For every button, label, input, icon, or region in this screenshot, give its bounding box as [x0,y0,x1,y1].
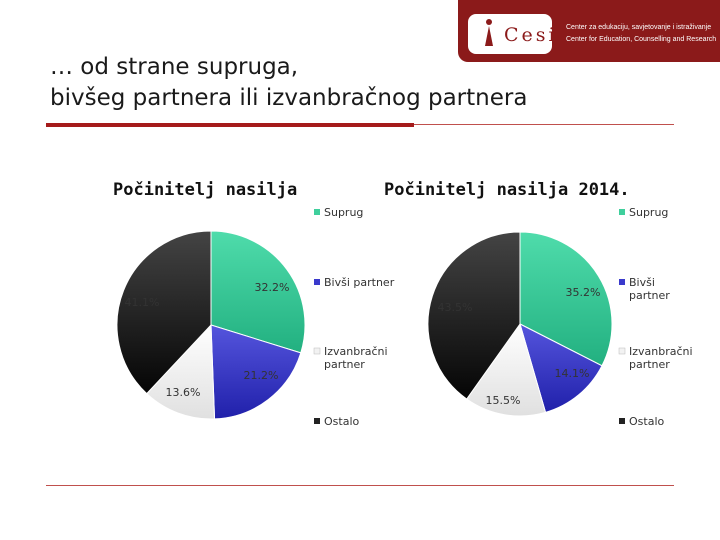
logo-caption-line-1: Center za edukaciju, savjetovanje i istr… [566,24,712,31]
chart-1-slice-bivsi-partner [210,324,302,420]
chart-1-value-label-suprug: 32.2% [255,281,290,294]
chart-1-slice-suprug [210,230,306,354]
chart-2-value-label-izvanbracni-partner: 15.5% [486,394,521,407]
chart-2-title: Počinitelj nasilja 2014. [384,180,630,200]
chart-2-legend-label-ostalo: Ostalo [629,415,664,428]
chart-2-legend-marker-bivsi-partner [619,279,625,285]
chart-2-value-label-ostalo: 43.5% [438,301,473,314]
chart-2-legend-marker-izvanbracni-partner [618,347,626,355]
chart-2-value-label-suprug: 35.2% [566,286,601,299]
chart-1-legend-marker-bivsi-partner [314,279,320,285]
chart-1-legend-label-suprug: Suprug [324,206,363,219]
chart-2-legend-label-bivsi-partner: Bivši partner [629,276,670,302]
chart-2-slice-izvanbracni-partner [466,322,547,417]
title-divider-accent [46,123,414,127]
logo-wordmark: Cesi [504,24,558,46]
chart-1-legend-label-izvanbracni-partner: Izvanbračni partner [324,345,388,371]
chart-1-slice-ostalo [116,230,212,395]
woman-figure-icon [485,19,493,46]
chart-2-value-label-bivsi-partner: 14.1% [555,367,590,380]
chart-1-value-label-izvanbracni-partner: 13.6% [166,386,201,399]
chart-2-legend-label-izvanbracni-partner: Izvanbračni partner [629,345,693,371]
chart-1-value-label-ostalo: 41.1% [125,296,160,309]
footer-divider [46,485,674,486]
chart-1-legend-label-ostalo: Ostalo [324,415,359,428]
chart-2-slice-suprug [519,231,613,367]
logo-caption-line-2: Center for Education, Counselling and Re… [566,36,717,43]
page-title: … od strane supruga, bivšeg partnera ili… [50,52,527,114]
chart-2-slice-ostalo [427,231,521,400]
chart-2-legend-marker-ostalo [619,418,625,424]
chart-2-legend-marker-suprug [619,209,625,215]
chart-1-title: Počinitelj nasilja [113,180,298,200]
page-title-line-2: bivšeg partnera ili izvanbračnog partner… [50,85,528,111]
chart-2-slice-bivsi-partner [519,323,603,413]
chart-1-legend-marker-izvanbracni-partner [313,347,321,355]
chart-2-legend-label-suprug: Suprug [629,206,668,219]
chart-1-slice-izvanbracni-partner [146,323,216,420]
page-title-line-1: … od strane supruga, [50,54,299,80]
logo-caption: Center za edukaciju, savjetovanje i istr… [566,22,716,46]
chart-1-value-label-bivsi-partner: 21.2% [244,369,279,382]
chart-1-legend-label-bivsi-partner: Bivši partner [324,276,395,289]
logo-badge: Cesi [468,14,555,54]
chart-1-legend-marker-suprug [314,209,320,215]
organization-logo: Cesi Center za edukaciju, savjetovanje i… [458,0,720,62]
chart-1-legend-marker-ostalo [314,418,320,424]
